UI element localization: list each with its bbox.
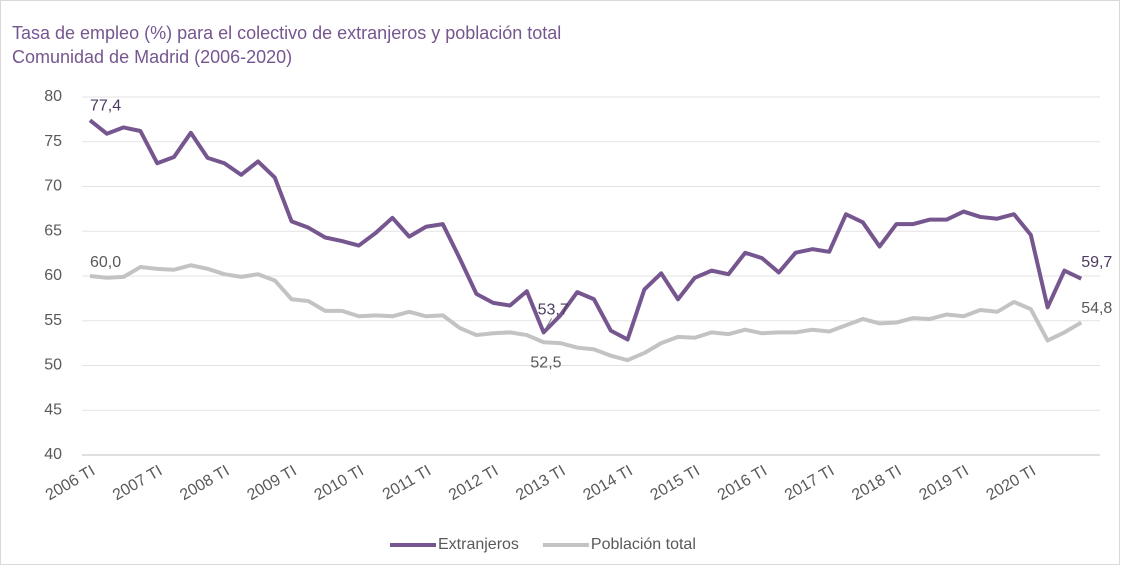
x-tick-label: 2014 TI <box>580 462 635 504</box>
y-tick-label: 40 <box>44 446 62 463</box>
y-tick-label: 80 <box>44 88 62 105</box>
x-tick-label: 2011 TI <box>380 462 434 503</box>
x-tick-label: 2016 TI <box>715 462 770 504</box>
y-tick-label: 50 <box>44 357 62 374</box>
y-tick-label: 65 <box>44 222 62 239</box>
data-label: 77,4 <box>90 97 121 114</box>
data-label: 53,7 <box>538 302 569 319</box>
data-label: 59,7 <box>1081 254 1112 271</box>
chart-title: Tasa de empleo (%) para el colectivo de … <box>12 23 561 43</box>
x-tick-label: 2019 TI <box>916 462 971 504</box>
x-tick-label: 2012 TI <box>446 462 501 504</box>
data-label: 60,0 <box>90 254 121 271</box>
x-tick-label: 2009 TI <box>244 462 299 504</box>
y-tick-label: 60 <box>44 267 62 284</box>
y-tick-label: 45 <box>44 401 62 418</box>
y-tick-label: 55 <box>44 312 62 329</box>
leader-line <box>545 318 553 329</box>
series-line <box>88 118 1083 342</box>
chart-subtitle: Comunidad de Madrid (2006-2020) <box>12 47 292 67</box>
y-tick-label: 70 <box>44 178 62 195</box>
x-tick-label: 2015 TI <box>648 462 703 504</box>
legend-label: Población total <box>591 536 696 553</box>
series-line <box>89 263 1083 363</box>
x-tick-label: 2010 TI <box>312 462 367 504</box>
legend-label: Extranjeros <box>438 536 519 553</box>
x-tick-label: 2018 TI <box>849 462 904 504</box>
x-tick-label: 2007 TI <box>110 462 165 504</box>
data-label: 54,8 <box>1081 300 1112 317</box>
data-label: 52,5 <box>530 354 561 371</box>
x-tick-label: 2017 TI <box>782 462 837 504</box>
x-tick-label: 2020 TI <box>984 462 1039 504</box>
x-tick-label: 2013 TI <box>513 462 568 504</box>
x-tick-label: 2008 TI <box>177 462 232 504</box>
y-tick-label: 75 <box>44 133 62 150</box>
x-tick-label: 2006 TI <box>43 462 98 504</box>
